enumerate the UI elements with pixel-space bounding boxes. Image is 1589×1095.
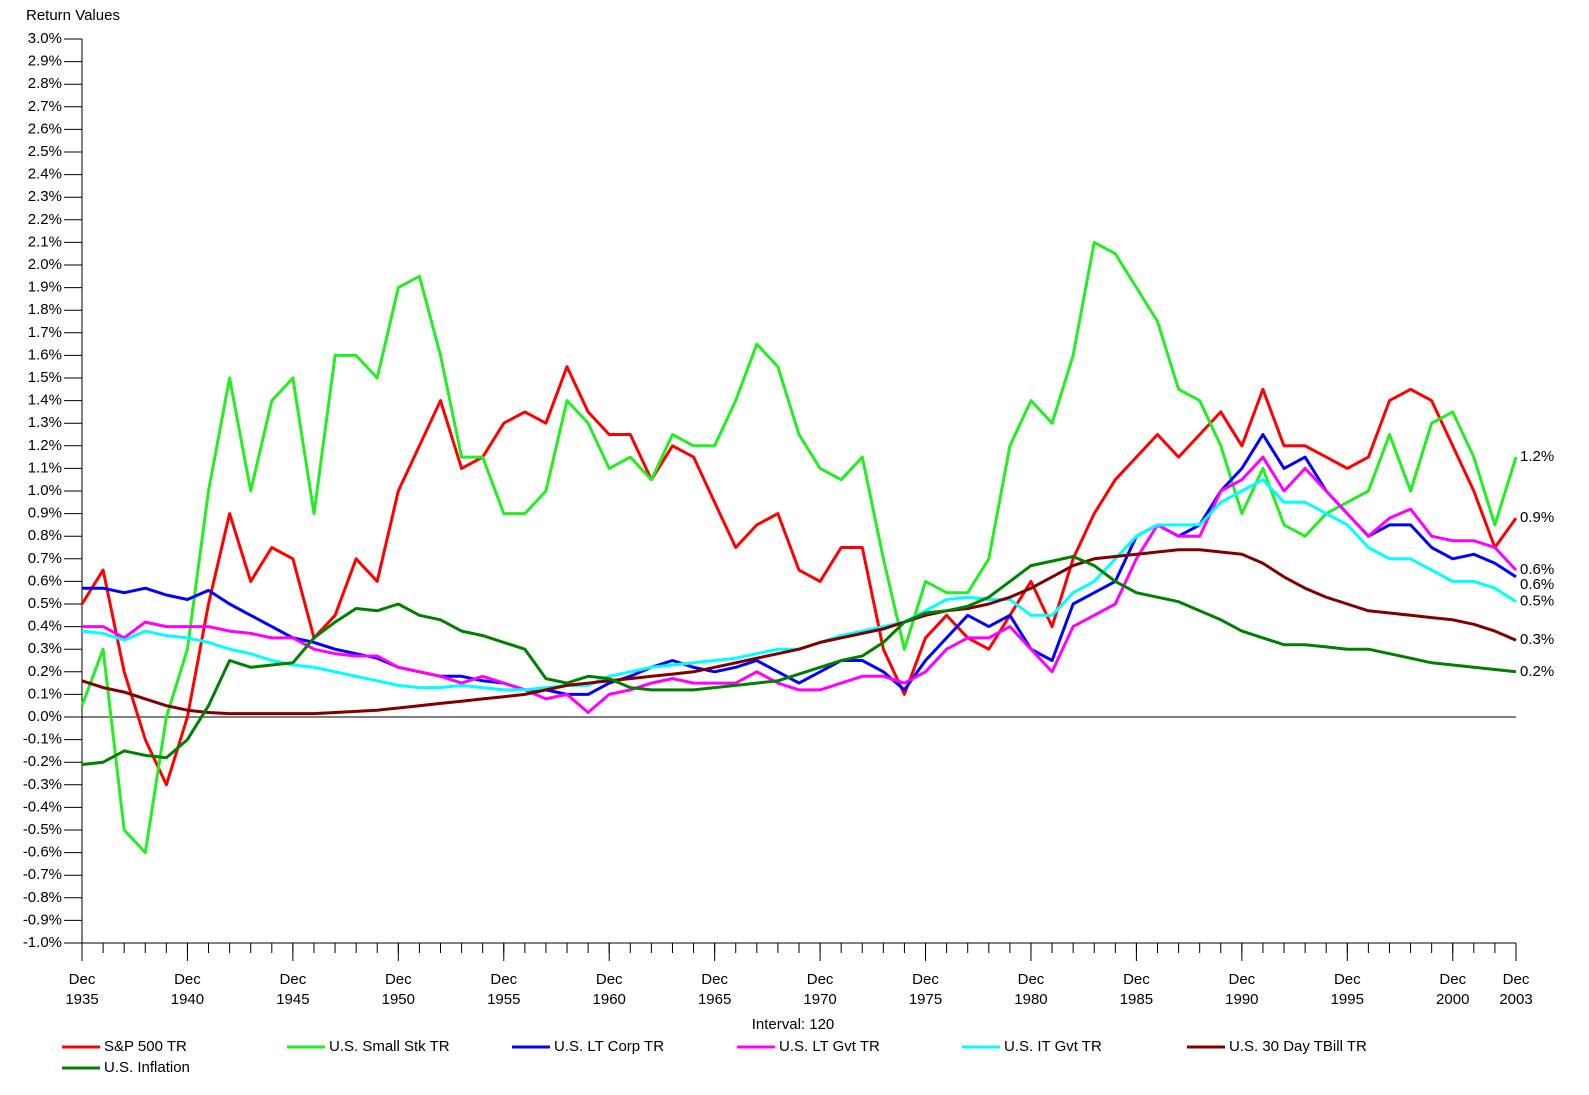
series-line: [81, 548, 1517, 716]
y-tick-label: 2.1%: [28, 233, 62, 250]
x-tick-label: Dec 1940: [171, 971, 204, 1008]
y-tick-label: -0.7%: [23, 866, 62, 883]
x-tick-label: Dec 2003: [1499, 971, 1532, 1008]
y-tick-label: 0.4%: [28, 618, 62, 635]
y-tick-label: 2.7%: [28, 98, 62, 115]
y-tick-label: -0.8%: [23, 889, 62, 906]
y-tick-label: 1.6%: [28, 346, 62, 363]
y-tick-label: 2.5%: [28, 143, 62, 160]
y-axis-title: Return Values: [26, 7, 120, 24]
y-tick-label: -0.6%: [23, 844, 62, 861]
y-tick-label: 2.2%: [28, 211, 62, 228]
y-tick-label: 1.7%: [28, 324, 62, 341]
y-tick-label: -0.5%: [23, 821, 62, 838]
y-tick-label: 1.5%: [28, 369, 62, 386]
y-tick-label: 0.8%: [28, 527, 62, 544]
x-tick-label: Dec 1960: [593, 971, 626, 1008]
x-tick-label: Dec 1935: [65, 971, 98, 1008]
x-tick-label: Dec 1990: [1225, 971, 1258, 1008]
x-tick-label: Dec 1955: [487, 971, 520, 1008]
legend-label: U.S. LT Corp TR: [554, 1038, 664, 1055]
y-tick-label: 0.0%: [28, 708, 62, 725]
y-tick-label: 1.9%: [28, 279, 62, 296]
y-tick-label: 1.8%: [28, 301, 62, 318]
legend-label: U.S. LT Gvt TR: [779, 1038, 880, 1055]
y-tick-label: 0.2%: [28, 663, 62, 680]
end-label: 0.5%: [1520, 593, 1554, 610]
y-tick-label: -0.1%: [23, 731, 62, 748]
y-tick-label: 2.3%: [28, 188, 62, 205]
end-label: 0.9%: [1520, 509, 1554, 526]
x-tick-label: Dec 1975: [909, 971, 942, 1008]
end-label: 0.6%: [1520, 561, 1554, 578]
x-tick-label: Dec 1950: [382, 971, 415, 1008]
end-label: 0.6%: [1520, 576, 1554, 593]
y-tick-label: 3.0%: [28, 30, 62, 47]
y-tick-label: 1.1%: [28, 459, 62, 476]
x-tick-label: Dec 2000: [1436, 971, 1469, 1008]
end-label: 0.2%: [1520, 663, 1554, 680]
y-tick-label: 1.2%: [28, 437, 62, 454]
y-tick-label: 2.6%: [28, 120, 62, 137]
y-tick-label: 2.0%: [28, 256, 62, 273]
series-line: [82, 455, 1518, 714]
y-tick-label: 0.7%: [28, 550, 62, 567]
y-tick-label: -1.0%: [23, 934, 62, 951]
y-tick-label: -0.3%: [23, 776, 62, 793]
y-tick-label: 0.5%: [28, 595, 62, 612]
x-tick-label: Dec 1995: [1331, 971, 1364, 1008]
y-tick-label: 0.3%: [28, 640, 62, 657]
y-tick-label: -0.9%: [23, 911, 62, 928]
series-line: [80, 365, 1518, 787]
y-tick-label: 1.3%: [28, 414, 62, 431]
y-tick-label: 2.9%: [28, 53, 62, 70]
legend-label: U.S. Inflation: [104, 1059, 190, 1076]
series-line: [81, 555, 1517, 766]
y-tick-label: -0.4%: [23, 798, 62, 815]
end-label: 1.2%: [1520, 448, 1554, 465]
y-tick-label: 2.4%: [28, 166, 62, 183]
y-tick-label: 0.6%: [28, 572, 62, 589]
x-tick-label: Dec 1970: [803, 971, 836, 1008]
y-tick-label: 0.1%: [28, 685, 62, 702]
legend-label: U.S. 30 Day TBill TR: [1229, 1038, 1367, 1055]
x-tick-label: Dec 1980: [1014, 971, 1047, 1008]
y-tick-label: 1.4%: [28, 392, 62, 409]
x-tick-label: Dec 1945: [276, 971, 309, 1008]
legend-label: U.S. IT Gvt TR: [1004, 1038, 1102, 1055]
legend-label: U.S. Small Stk TR: [329, 1038, 450, 1055]
x-tick-label: Dec 1965: [698, 971, 731, 1008]
y-tick-label: 0.9%: [28, 505, 62, 522]
y-tick-label: 1.0%: [28, 482, 62, 499]
y-tick-label: -0.2%: [23, 753, 62, 770]
end-label: 0.3%: [1520, 631, 1554, 648]
legend-label: S&P 500 TR: [104, 1038, 187, 1055]
x-tick-label: Dec 1985: [1120, 971, 1153, 1008]
x-axis-title: Interval: 120: [752, 1016, 835, 1033]
series-line: [82, 433, 1517, 696]
series-line: [80, 240, 1518, 855]
y-tick-label: 2.8%: [28, 75, 62, 92]
